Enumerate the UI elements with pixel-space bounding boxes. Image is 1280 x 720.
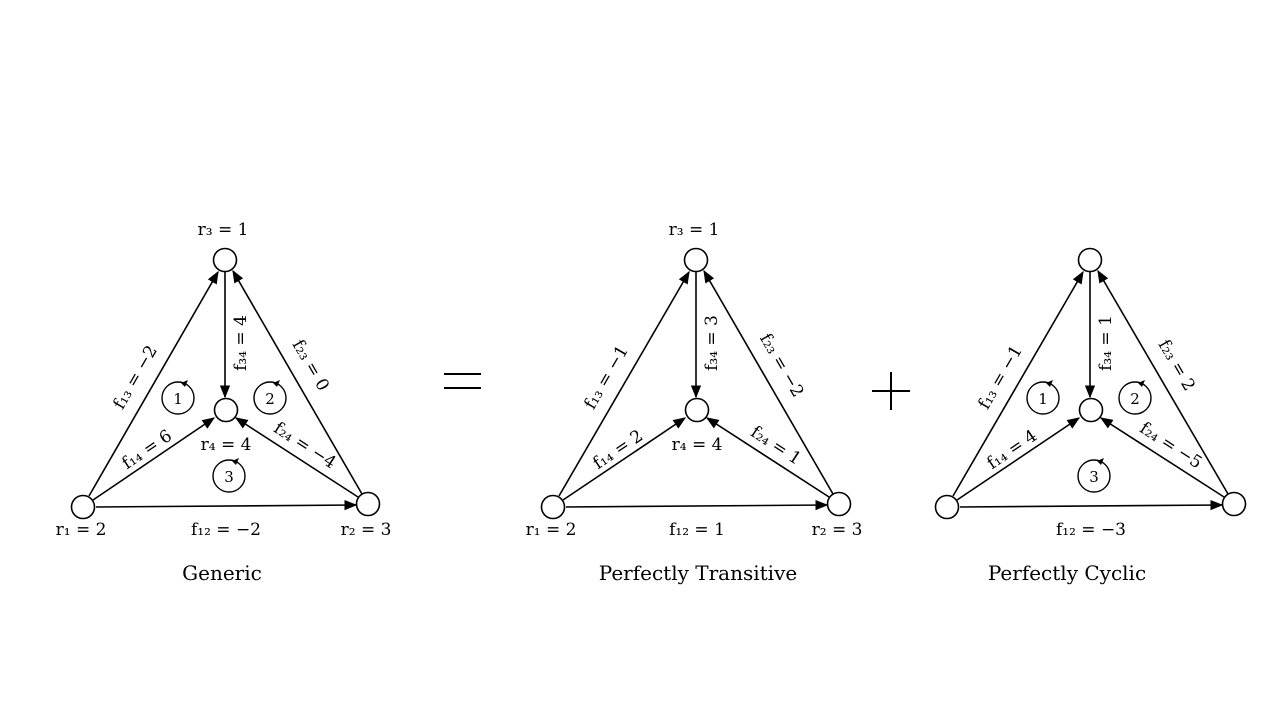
edge-1-2 (960, 505, 1222, 507)
node-label-r2: r₂ = 3 (812, 520, 863, 540)
panel-generic: r₃ = 1 r₄ = 4 r₁ = 2 r₂ = 3 f₁₃ = −2 f₃₄… (56, 220, 392, 585)
cycle-2-label: 2 (265, 390, 275, 408)
cycle-1-icon: 1 (1027, 380, 1059, 414)
cycle-3-label: 3 (224, 468, 234, 486)
cycle-1-icon: 1 (162, 380, 194, 414)
edge-2-3 (233, 271, 362, 494)
node-4 (1080, 399, 1103, 422)
node-1 (936, 496, 959, 519)
edge-label-f34: f₃₄ = 1 (1096, 315, 1116, 371)
edge-label-f23: f₂₃ = 0 (288, 336, 333, 394)
node-3 (1079, 249, 1102, 272)
edge-label-f12: f₁₂ = −2 (191, 520, 261, 540)
cycle-1-label: 1 (1038, 390, 1048, 408)
panel-cyclic: f₁₃ = −1 f₃₄ = 1 f₂₃ = 2 f₁₄ = 4 f₂₄ = −… (936, 249, 1246, 586)
edge-1-2 (96, 505, 356, 507)
node-2 (828, 493, 851, 516)
cycle-2-label: 2 (1130, 390, 1140, 408)
cycle-3-icon: 3 (1078, 458, 1110, 492)
edge-label-f13: f₁₃ = −1 (974, 342, 1026, 413)
node-label-r4: r₄ = 4 (201, 435, 252, 455)
node-label-r1: r₁ = 2 (526, 520, 577, 540)
edge-label-f24: f₂₄ = −5 (1136, 418, 1206, 473)
edge-label-f12: f₁₂ = 1 (669, 520, 725, 540)
panel-title-transitive: Perfectly Transitive (599, 561, 797, 585)
node-label-r3: r₃ = 1 (198, 220, 249, 240)
cycle-1-label: 1 (173, 390, 183, 408)
cycle-2-icon: 2 (254, 380, 286, 414)
panel-title-generic: Generic (182, 561, 262, 585)
plus-operator (872, 372, 910, 410)
node-3 (214, 249, 237, 272)
equals-operator (444, 374, 481, 388)
edge-label-f12: f₁₂ = −3 (1056, 520, 1126, 540)
edge-1-2 (566, 505, 827, 507)
node-2 (357, 493, 380, 516)
edge-1-3 (953, 272, 1083, 496)
edge-label-f13: f₁₃ = −2 (109, 342, 161, 413)
edge-label-f13: f₁₃ = −1 (580, 342, 632, 413)
node-4 (686, 399, 709, 422)
edge-2-3 (704, 271, 833, 494)
edge-1-3 (559, 272, 689, 496)
edge-label-f23: f₂₃ = 2 (1154, 336, 1199, 394)
cycle-3-icon: 3 (213, 458, 245, 492)
edge-2-3 (1098, 271, 1228, 494)
node-label-r4: r₄ = 4 (672, 435, 723, 455)
node-label-r2: r₂ = 3 (341, 520, 392, 540)
cycle-3-label: 3 (1089, 468, 1099, 486)
node-1 (542, 496, 565, 519)
node-label-r3: r₃ = 1 (669, 220, 720, 240)
edge-label-f34: f₃₄ = 3 (702, 315, 722, 371)
node-1 (72, 496, 95, 519)
node-2 (1223, 493, 1246, 516)
node-4 (215, 399, 238, 422)
edge-label-f23: f₂₃ = −2 (755, 330, 807, 401)
panel-title-cyclic: Perfectly Cyclic (988, 561, 1146, 585)
panel-transitive: r₃ = 1 r₄ = 4 r₁ = 2 r₂ = 3 f₁₃ = −1 f₃₄… (526, 220, 863, 585)
cycle-2-icon: 2 (1119, 380, 1151, 414)
node-label-r1: r₁ = 2 (56, 520, 107, 540)
edge-1-3 (89, 272, 218, 496)
node-3 (685, 249, 708, 272)
edge-label-f34: f₃₄ = 4 (231, 315, 251, 371)
